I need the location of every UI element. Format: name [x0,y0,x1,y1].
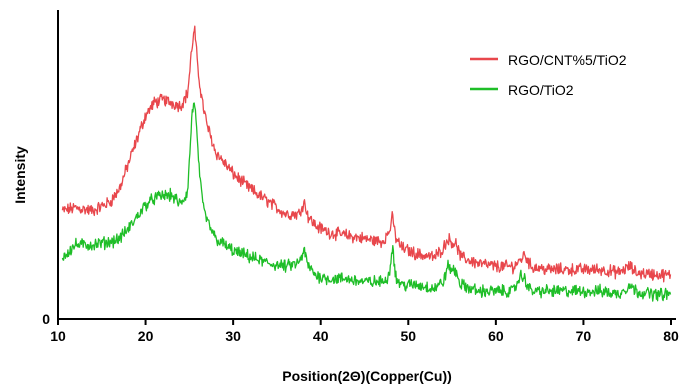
ticks-layer: 10 20 30 40 50 60 70 80 0 [42,311,679,344]
legend-label-series-1: RGO/CNT%5/TiO2 [508,52,627,68]
x-tick-label: 50 [400,328,416,344]
x-tick-label: 80 [663,328,679,344]
series-layer [61,25,672,302]
x-tick-label: 70 [576,328,592,344]
y-tick-label: 0 [42,311,50,327]
x-axis-title: Position(2Θ)(Copper(Cu)) [282,368,452,384]
series-line-2 [61,102,672,302]
legend-label-series-2: RGO/TiO2 [508,82,574,98]
x-tick-label: 60 [488,328,504,344]
x-tick-label: 20 [138,328,154,344]
axes-layer [57,10,676,320]
y-axis-title: Intensity [12,146,28,204]
x-tick-label: 30 [225,328,241,344]
x-tick-label: 10 [50,328,66,344]
x-tick-label: 40 [313,328,329,344]
series-line-1 [61,25,672,283]
legend: RGO/CNT%5/TiO2 RGO/TiO2 [470,52,627,98]
